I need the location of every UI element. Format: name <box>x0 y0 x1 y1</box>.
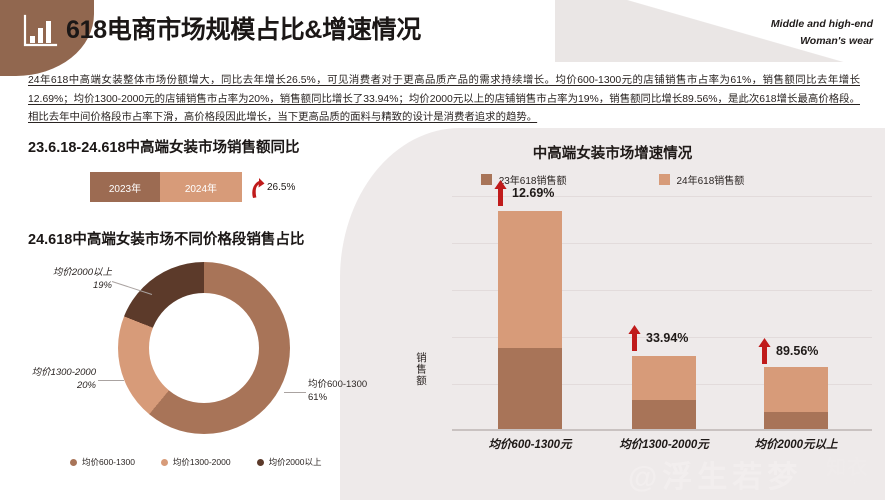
donut-center-hole <box>149 293 259 403</box>
donut-legend-item-2000-plus[interactable]: 均价2000以上 <box>256 456 322 468</box>
brand-logo: 知衣 ZHIYI TECH <box>825 451 869 486</box>
bar-annotation-1300-2000: 33.94% <box>628 325 688 351</box>
bar-group-1300-2000[interactable] <box>632 356 696 429</box>
yoy-compare-bar[interactable]: 2023年 2024年 <box>90 172 242 202</box>
page-title: 618电商市场规模占比&增速情况 <box>66 16 421 44</box>
donut-legend-dot-600-1300 <box>70 458 77 466</box>
arrow-up-icon <box>758 338 771 364</box>
donut-legend-label-1300-2000: 均价1300-2000 <box>172 457 231 467</box>
donut-legend-label-2000-plus: 均价2000以上 <box>268 457 322 467</box>
legend-item-2023: 23年618销售额 <box>480 172 567 187</box>
growth-chart-legend: 23年618销售额 24年618销售额 <box>340 172 885 187</box>
donut-legend-label-600-1300: 均价600-1300 <box>82 457 135 467</box>
page-header: 618电商市场规模占比&增速情况 Middle and high-end Wom… <box>0 0 885 76</box>
donut-label-1300-2000-name: 均价1300-2000 <box>31 367 96 378</box>
bar-segment-2024[interactable] <box>632 356 696 400</box>
bar-chart-baseline <box>452 429 872 431</box>
brand-logo-main: 知衣 <box>826 457 869 479</box>
bar-category-label-2000-plus: 均价2000元以上 <box>754 439 838 451</box>
legend-swatch-2023 <box>480 174 492 185</box>
growth-bar-chart: 12.69% 33.94% 89.56% 均价600-1300元 均价1300-… <box>452 180 872 451</box>
growth-chart-title: 中高端女装市场增速情况 <box>532 146 693 162</box>
curved-arrow-up-icon <box>252 178 265 198</box>
bar-group-600-1300[interactable] <box>498 211 562 429</box>
price-share-donut-chart[interactable] <box>118 262 290 434</box>
watermark-text: @浮生若梦 <box>628 461 803 494</box>
donut-label-1300-2000: 均价1300-2000 20% <box>10 366 96 392</box>
bar-annotation-value: 12.69% <box>512 186 555 200</box>
bar-segment-2023[interactable] <box>498 348 562 429</box>
donut-label-600-1300-name: 均价600-1300 <box>308 379 368 390</box>
yoy-bar-2024[interactable]: 2024年 <box>159 172 242 202</box>
donut-leader-line-1300-2000 <box>98 380 124 381</box>
bar-annotation-2000-plus: 89.56% <box>758 338 818 364</box>
bar-annotation-value: 89.56% <box>776 344 819 358</box>
donut-label-2000-plus: 均价2000以上 19% <box>30 266 112 292</box>
bar-category-label-1300-2000: 均价1300-2000元 <box>619 439 709 451</box>
bar-category-label-600-1300: 均价600-1300元 <box>488 439 572 451</box>
arrow-up-icon <box>628 325 641 351</box>
bar-segment-2024[interactable] <box>498 211 562 349</box>
donut-label-600-1300: 均价600-1300 61% <box>308 378 398 404</box>
bar-chart-icon <box>23 14 58 47</box>
header-subtitle-line1: Middle and high-end <box>770 18 873 30</box>
donut-legend-item-1300-2000[interactable]: 均价1300-2000 <box>160 456 231 468</box>
bar-segment-2024[interactable] <box>764 367 828 412</box>
yoy-bar-2023-label: 2023年 <box>108 183 142 195</box>
gridline <box>452 337 872 338</box>
legend-label-2024: 24年618销售额 <box>676 176 745 187</box>
section-2-title: 24.618中高端女装市场不同价格段销售占比 <box>28 232 305 248</box>
header-subtitle-line2: Woman's wear <box>800 35 873 47</box>
gridline <box>452 196 872 197</box>
donut-label-600-1300-value: 61% <box>308 392 328 403</box>
donut-legend-dot-2000-plus <box>256 458 264 466</box>
donut-legend-item-600-1300[interactable]: 均价600-1300 <box>70 456 135 468</box>
header-gray-wedge <box>555 0 885 62</box>
bar-group-2000-plus[interactable] <box>764 367 828 429</box>
legend-item-2024: 24年618销售额 <box>658 172 745 187</box>
donut-legend: 均价600-1300 均价1300-2000 均价2000以上 <box>70 456 322 468</box>
section-1-title: 23.6.18-24.618中高端女装市场销售额同比 <box>28 140 300 156</box>
arrow-up-icon <box>494 180 507 206</box>
yoy-growth-annotation: 26.5% <box>248 176 295 198</box>
yoy-bar-2024-label: 2024年 <box>184 183 218 195</box>
gridline <box>452 290 872 291</box>
donut-legend-dot-1300-2000 <box>160 458 168 466</box>
legend-label-2023: 23年618销售额 <box>498 176 567 187</box>
bar-annotation-600-1300: 12.69% <box>494 180 554 206</box>
bar-annotation-value: 33.94% <box>646 331 689 345</box>
donut-leader-line-600-1300 <box>284 392 306 393</box>
intro-text: 24年618中高端女装整体市场份额增大，同比去年增长26.5%，可见消费者对于更… <box>28 75 860 123</box>
yoy-bar-2023[interactable]: 2023年 <box>90 172 160 202</box>
brand-logo-sub: ZHIYI TECH <box>825 480 869 486</box>
bar-segment-2023[interactable] <box>632 399 696 429</box>
bar-segment-2023[interactable] <box>764 411 828 429</box>
donut-label-1300-2000-value: 20% <box>76 380 96 391</box>
growth-panel: 中高端女装市场增速情况 23年618销售额 24年618销售额 <box>340 128 885 500</box>
gridline <box>452 243 872 244</box>
legend-swatch-2024 <box>658 174 670 185</box>
bar-chart-y-axis-label: 销售额 <box>415 352 427 387</box>
intro-paragraph: 24年618中高端女装整体市场份额增大，同比去年增长26.5%，可见消费者对于更… <box>28 72 860 128</box>
yoy-growth-value: 26.5% <box>267 181 296 193</box>
donut-label-2000-plus-name: 均价2000以上 <box>52 267 112 278</box>
donut-label-2000-plus-value: 19% <box>92 280 112 291</box>
header-subtitle: Middle and high-end Woman's wear <box>771 16 873 50</box>
